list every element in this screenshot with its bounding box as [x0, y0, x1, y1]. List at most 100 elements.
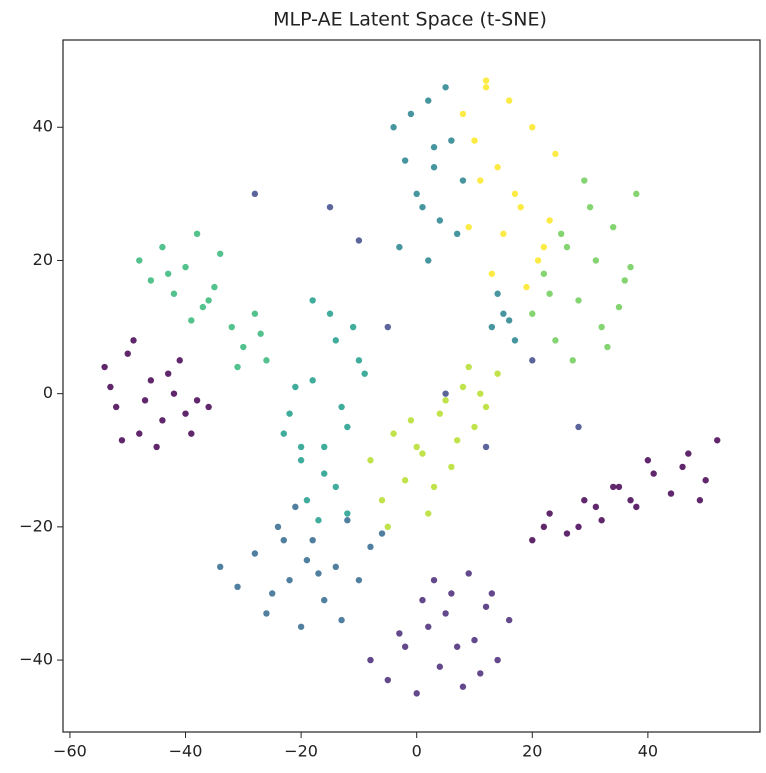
- point: [118, 437, 126, 444]
- point: [592, 257, 600, 264]
- point: [130, 337, 137, 344]
- point: [286, 410, 293, 417]
- point: [211, 283, 218, 291]
- point: [500, 230, 507, 238]
- point: [124, 350, 131, 357]
- point: [488, 270, 496, 277]
- point: [459, 177, 467, 184]
- point: [355, 357, 363, 364]
- point: [107, 383, 114, 391]
- point: [396, 243, 403, 251]
- point: [453, 437, 461, 444]
- point: [592, 503, 600, 511]
- point: [482, 603, 490, 610]
- point: [448, 590, 455, 597]
- point: [459, 110, 467, 118]
- point: [482, 403, 490, 411]
- point: [610, 483, 617, 491]
- point: [303, 556, 311, 564]
- point: [430, 164, 438, 171]
- point: [477, 670, 484, 677]
- point: [448, 137, 455, 144]
- point: [529, 124, 536, 131]
- point: [355, 237, 363, 244]
- point: [696, 497, 704, 504]
- point: [326, 203, 334, 211]
- point: [563, 530, 571, 537]
- point: [274, 523, 282, 531]
- point: [500, 310, 507, 317]
- point: [575, 523, 582, 531]
- point: [425, 257, 432, 264]
- point: [702, 477, 709, 484]
- point: [401, 477, 409, 484]
- point: [621, 277, 628, 284]
- point: [193, 397, 201, 404]
- point: [679, 463, 686, 471]
- x-tick-label: −40: [169, 742, 203, 761]
- point: [581, 497, 588, 504]
- point: [604, 343, 611, 351]
- point: [413, 443, 420, 451]
- point: [546, 290, 553, 297]
- point: [188, 430, 195, 437]
- point: [147, 377, 155, 384]
- point: [401, 157, 409, 164]
- point: [546, 510, 553, 517]
- point: [488, 323, 496, 331]
- point: [505, 317, 513, 324]
- point: [164, 370, 172, 377]
- point: [494, 290, 501, 297]
- point: [615, 483, 623, 491]
- point: [667, 490, 675, 497]
- point: [170, 390, 178, 397]
- point: [413, 190, 420, 198]
- point: [332, 483, 339, 491]
- point: [228, 323, 235, 331]
- point: [251, 190, 259, 198]
- point: [540, 243, 548, 251]
- point: [615, 303, 623, 311]
- point: [425, 510, 432, 517]
- point: [292, 503, 299, 511]
- point: [263, 357, 270, 364]
- point: [419, 596, 426, 604]
- point: [419, 450, 426, 457]
- point: [523, 283, 530, 291]
- point: [159, 417, 166, 424]
- point: [477, 177, 484, 184]
- point: [482, 77, 490, 84]
- point: [581, 177, 588, 184]
- point: [430, 483, 438, 491]
- point: [425, 623, 432, 630]
- point: [141, 397, 149, 404]
- point: [552, 337, 559, 344]
- point: [384, 523, 392, 531]
- point: [164, 270, 172, 277]
- point: [453, 230, 461, 238]
- x-tick-label: −60: [53, 742, 87, 761]
- point: [610, 223, 617, 231]
- point: [315, 570, 322, 577]
- point: [147, 277, 155, 284]
- point: [442, 610, 449, 617]
- point: [349, 323, 357, 331]
- point: [419, 203, 426, 211]
- point: [378, 497, 386, 504]
- point: [563, 243, 571, 251]
- point: [338, 616, 345, 624]
- point: [471, 636, 478, 644]
- point: [494, 370, 501, 377]
- point: [217, 250, 224, 257]
- point: [465, 363, 472, 371]
- point: [436, 663, 444, 670]
- point: [465, 223, 472, 231]
- point: [598, 517, 605, 524]
- point: [465, 570, 472, 577]
- point: [413, 690, 420, 697]
- point: [453, 643, 461, 650]
- point: [101, 363, 108, 371]
- point: [436, 217, 444, 224]
- point: [482, 84, 490, 91]
- point: [251, 550, 259, 557]
